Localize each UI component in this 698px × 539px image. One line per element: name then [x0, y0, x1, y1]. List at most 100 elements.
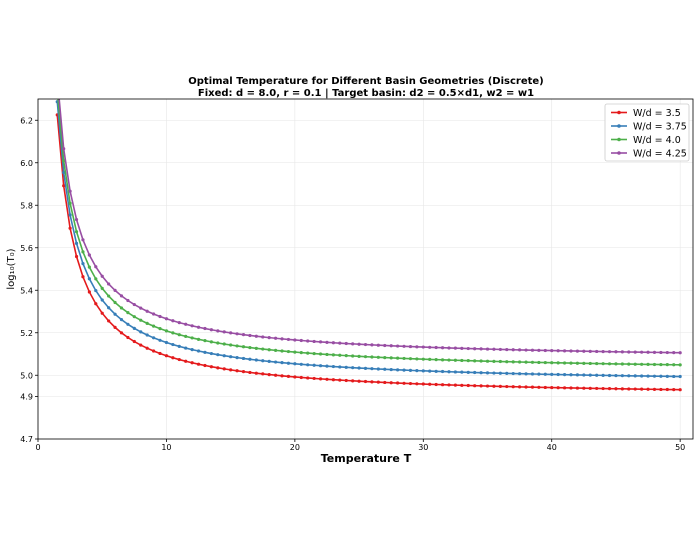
data-point [492, 347, 496, 351]
data-point [344, 378, 348, 383]
data-point [376, 380, 380, 384]
data-point [318, 352, 323, 356]
series-1 [55, 113, 682, 392]
data-point [299, 338, 303, 343]
series-4 [56, 76, 682, 355]
data-point [209, 340, 213, 344]
data-point [543, 385, 547, 390]
data-point [543, 360, 547, 365]
data-point [665, 387, 669, 392]
series-line [56, 114, 681, 391]
data-point [100, 311, 104, 315]
data-point [614, 362, 618, 366]
data-point [383, 343, 387, 348]
data-point [473, 347, 477, 351]
data-point [190, 324, 194, 328]
data-point [402, 344, 406, 348]
y-axis-label: log₁₀(T₀) [6, 248, 17, 289]
data-point [74, 230, 79, 234]
data-point [363, 379, 368, 384]
data-point [498, 347, 502, 352]
data-point [177, 333, 181, 337]
data-point [396, 381, 400, 385]
data-point [389, 356, 393, 360]
data-point [453, 346, 457, 350]
data-point [331, 353, 335, 357]
data-point [447, 370, 451, 374]
data-point [492, 359, 496, 363]
data-point [132, 315, 136, 319]
data-point [151, 312, 156, 316]
legend-item: W/d = 4.0 [611, 135, 681, 146]
data-point [537, 385, 541, 389]
data-point [351, 354, 355, 358]
data-point [428, 357, 432, 361]
data-point [107, 282, 111, 286]
data-point [550, 361, 554, 365]
data-point [56, 76, 59, 79]
data-point [74, 217, 79, 222]
data-point [306, 376, 310, 380]
data-point [312, 351, 316, 356]
data-point [280, 337, 284, 341]
data-point [421, 345, 425, 349]
data-point [582, 373, 586, 377]
y-tick-label: 4.9 [20, 393, 33, 402]
data-point [248, 345, 252, 350]
data-point [640, 387, 644, 391]
data-point [601, 386, 605, 391]
data-point [267, 372, 271, 377]
data-point [94, 288, 98, 293]
data-point [184, 322, 188, 326]
data-point [588, 349, 592, 353]
data-point [640, 374, 644, 378]
data-point [286, 337, 291, 342]
data-point [383, 367, 387, 371]
data-point [113, 300, 117, 305]
data-point [562, 373, 567, 377]
data-point [370, 380, 374, 384]
data-point [620, 350, 624, 354]
chart-title: Optimal Temperature for Different Basin … [188, 76, 544, 87]
data-point [518, 372, 522, 376]
data-point [177, 320, 181, 325]
plot-frame [37, 98, 694, 440]
data-point [434, 345, 438, 350]
data-point [607, 373, 612, 378]
data-point [453, 358, 457, 362]
data-point [479, 359, 483, 363]
data-point [171, 319, 175, 323]
data-point [646, 350, 650, 354]
data-point [447, 346, 451, 350]
data-point [164, 317, 169, 321]
data-point [396, 356, 400, 360]
legend: W/d = 3.5 W/d = 3.75 W/d = 4.0 W/d = 4.25 [604, 103, 690, 162]
data-point [132, 326, 136, 330]
data-point [325, 352, 329, 357]
data-point [556, 361, 560, 365]
y-tick-label: 5.0 [20, 371, 33, 380]
data-point [453, 370, 457, 374]
data-point [209, 351, 213, 356]
data-point [145, 346, 149, 350]
data-point [511, 385, 515, 389]
data-point [267, 348, 271, 352]
data-point [229, 331, 233, 335]
data-point [543, 372, 547, 376]
data-point [164, 340, 169, 345]
data-point [383, 380, 387, 385]
data-point [145, 309, 149, 313]
data-point [505, 384, 509, 389]
data-point [601, 373, 605, 377]
data-point [235, 344, 239, 348]
data-point [421, 382, 425, 386]
data-point [473, 359, 477, 363]
data-point [524, 360, 528, 364]
data-point [338, 341, 342, 345]
data-point [216, 341, 220, 345]
data-point [672, 351, 676, 355]
data-point [575, 361, 580, 365]
data-point [582, 361, 586, 365]
data-point [113, 288, 117, 292]
